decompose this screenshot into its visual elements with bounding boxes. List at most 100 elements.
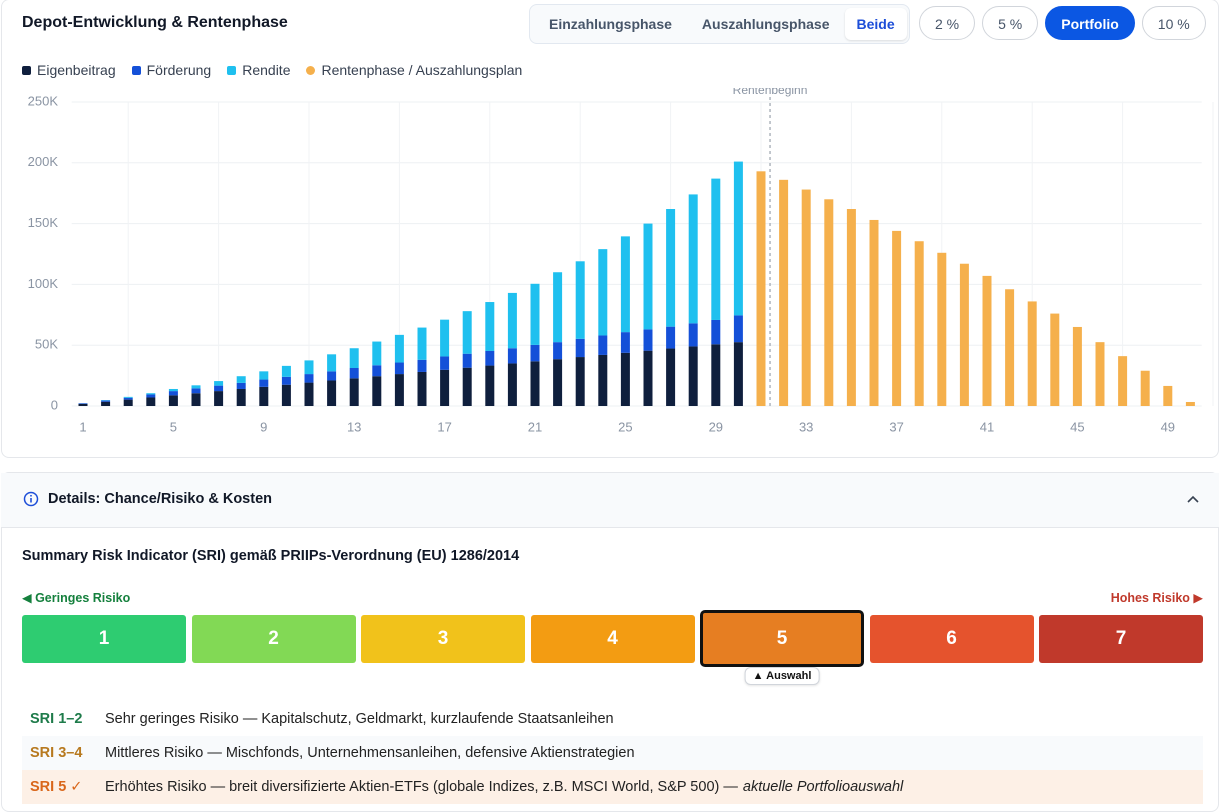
legend-item: Rendite [227, 62, 290, 78]
risk-row: SRI 5 ✓Erhöhtes Risiko — breit diversifi… [22, 770, 1203, 804]
bar [305, 383, 314, 406]
bar [508, 363, 517, 406]
low-risk-label: ◀ Geringes Risiko [22, 590, 130, 605]
bar [802, 190, 811, 406]
bar [621, 332, 630, 353]
legend-swatch [132, 66, 141, 75]
phase-tab[interactable]: Beide [845, 8, 907, 40]
bar [711, 320, 720, 344]
bar [214, 381, 223, 386]
bar [644, 329, 653, 350]
bar [395, 363, 404, 375]
bar [1163, 386, 1172, 406]
bar [666, 349, 675, 406]
bar [350, 378, 359, 406]
details-title: Details: Chance/Risiko & Kosten [48, 491, 272, 507]
bar [598, 355, 607, 406]
bar [531, 284, 540, 345]
bar [146, 397, 155, 406]
phase-tab[interactable]: Einzahlungsphase [534, 8, 687, 40]
rate-tab[interactable]: 2 % [919, 6, 975, 40]
bar [282, 366, 291, 377]
bar [1096, 342, 1105, 406]
bar [892, 231, 901, 406]
collapse-icon[interactable] [1186, 494, 1200, 504]
bar [101, 401, 110, 402]
bar [146, 393, 155, 394]
x-tick-label: 13 [347, 419, 361, 434]
risk-row-label: SRI 5 ✓ [22, 779, 105, 795]
bar [485, 302, 494, 351]
bar [1073, 327, 1082, 406]
x-tick-label: 9 [260, 419, 267, 434]
bar [101, 402, 110, 406]
high-risk-label: Hohes Risiko ▶ [1111, 590, 1203, 605]
bar [192, 388, 201, 393]
y-tick-label: 250K [28, 93, 59, 108]
legend-item: Förderung [132, 62, 212, 78]
bar [711, 344, 720, 406]
bar [79, 404, 88, 406]
bar [259, 371, 268, 379]
bar [418, 360, 427, 372]
legend-label: Rentenphase / Auszahlungsplan [321, 62, 522, 78]
bar [621, 236, 630, 332]
legend: Eigenbeitrag Förderung Rendite Rentenphase … [22, 62, 522, 78]
risk-level: 3 [361, 615, 525, 663]
bar [824, 199, 833, 406]
bar [553, 342, 562, 359]
bar [666, 209, 675, 327]
bar [508, 348, 517, 363]
y-tick-label: 200K [28, 154, 59, 169]
bar [937, 253, 946, 406]
bar [214, 391, 223, 406]
risk-level: 6 [870, 615, 1034, 663]
bar [440, 370, 449, 406]
bar [169, 391, 178, 395]
bar [305, 360, 314, 374]
bar [983, 276, 992, 406]
legend-label: Rendite [242, 62, 290, 78]
bar [485, 366, 494, 406]
rate-tab[interactable]: Portfolio [1045, 6, 1135, 40]
legend-swatch [306, 66, 315, 75]
rate-tab[interactable]: 10 % [1142, 6, 1206, 40]
bar [1141, 371, 1150, 406]
bar [237, 376, 246, 383]
bar [350, 368, 359, 378]
bar [192, 385, 201, 388]
bar [372, 342, 381, 366]
bar [598, 335, 607, 354]
y-tick-label: 100K [28, 276, 59, 291]
bar [915, 241, 924, 406]
bar [463, 368, 472, 406]
risk-level: 1 [22, 615, 186, 663]
bar [847, 209, 856, 406]
bar [372, 365, 381, 376]
risk-level: 5 [700, 610, 864, 667]
x-tick-label: 49 [1161, 419, 1175, 434]
bar [124, 398, 133, 400]
bar [169, 389, 178, 391]
x-tick-label: 33 [799, 419, 813, 434]
legend-item: Eigenbeitrag [22, 62, 116, 78]
risk-level: 4 [531, 615, 695, 663]
x-tick-label: 1 [79, 419, 86, 434]
x-tick-label: 37 [889, 419, 903, 434]
bar [440, 320, 449, 357]
legend-label: Förderung [147, 62, 212, 78]
risk-row-label: SRI 1–2 [22, 711, 105, 727]
bar [463, 311, 472, 354]
rate-tab[interactable]: 5 % [982, 6, 1038, 40]
bar [327, 380, 336, 406]
bar [485, 351, 494, 366]
bar [372, 376, 381, 406]
bar [553, 359, 562, 406]
risk-row-text: Erhöhtes Risiko — breit diversifizierte … [105, 779, 738, 795]
bar [734, 342, 743, 406]
bar [553, 272, 562, 342]
phase-tab[interactable]: Auszahlungsphase [687, 8, 845, 40]
risk-row-label: SRI 3–4 [22, 745, 105, 761]
